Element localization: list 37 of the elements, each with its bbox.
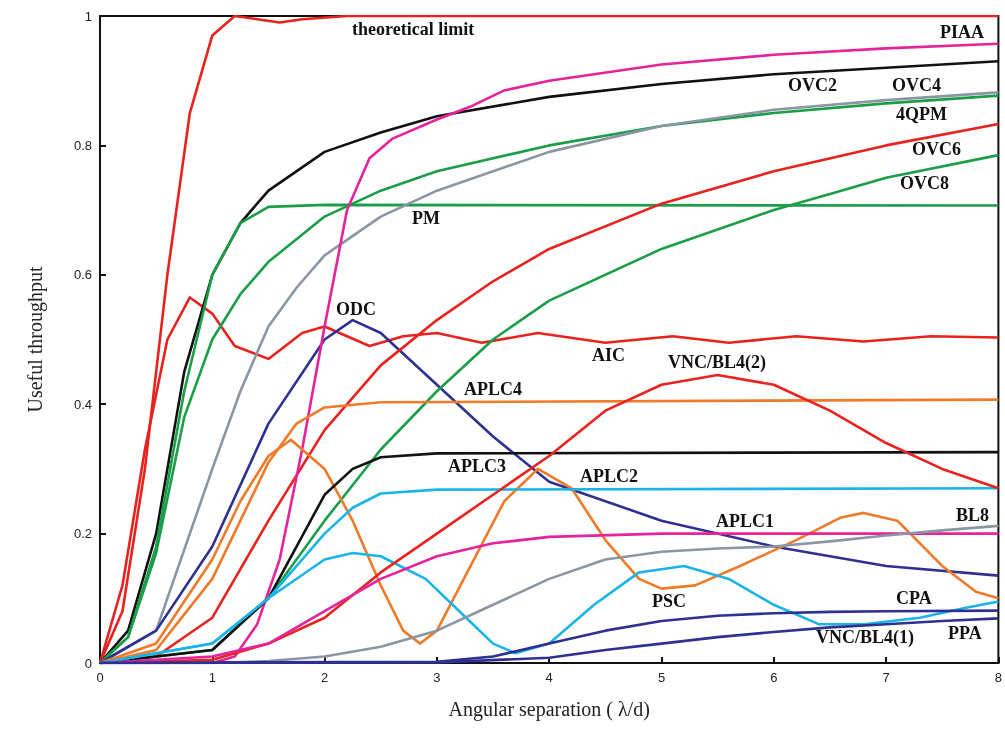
y-tick-label: 0.4 <box>73 396 92 412</box>
series-label: 4QPM <box>895 103 947 124</box>
x-tick-label: 2 <box>320 670 329 685</box>
x-tick-label: 7 <box>882 670 890 685</box>
series-label: APLC4 <box>464 378 522 399</box>
series-label: ODC <box>336 298 376 319</box>
series-label: OVC6 <box>912 138 961 159</box>
series-label: PSC <box>651 590 687 611</box>
series-label: APLC3 <box>448 456 506 477</box>
x-tick-label: 3 <box>433 670 441 685</box>
series-label: VNC/BL4(2) <box>668 352 766 374</box>
series-label: PM <box>412 208 440 229</box>
x-axis-title: Angular separation ( λ/d) <box>448 698 650 721</box>
series-label: APLC1 <box>716 510 774 531</box>
y-axis-title: Useful throughput <box>24 266 47 413</box>
series-label: PIAA <box>940 22 984 43</box>
series-label: OVC2 <box>788 75 837 95</box>
x-tick-label: 0 <box>96 670 104 685</box>
series-label: OVC4 <box>892 75 941 96</box>
y-tick-label: 0 <box>84 655 92 671</box>
y-tick-label: 0.6 <box>73 267 92 283</box>
series-label: theoretical limit <box>352 19 475 39</box>
x-tick-label: 4 <box>545 670 553 685</box>
series-label: CPA <box>895 588 932 609</box>
x-tick-label: 1 <box>208 670 216 685</box>
y-tick-label: 0.8 <box>73 137 92 153</box>
y-tick-label: 0.2 <box>73 526 92 542</box>
x-tick-label: 5 <box>657 670 666 685</box>
x-tick-label: 8 <box>994 670 1002 685</box>
series-label: AIC <box>591 345 626 366</box>
series-label: APLC2 <box>580 466 638 487</box>
series-label: PPA <box>948 622 982 643</box>
series-label: BL8 <box>956 504 990 525</box>
series-label: VNC/BL4(1) <box>816 627 914 649</box>
y-tick-label: 1 <box>84 8 92 24</box>
series-label: OVC8 <box>900 173 949 193</box>
x-tick-label: 6 <box>770 670 778 685</box>
